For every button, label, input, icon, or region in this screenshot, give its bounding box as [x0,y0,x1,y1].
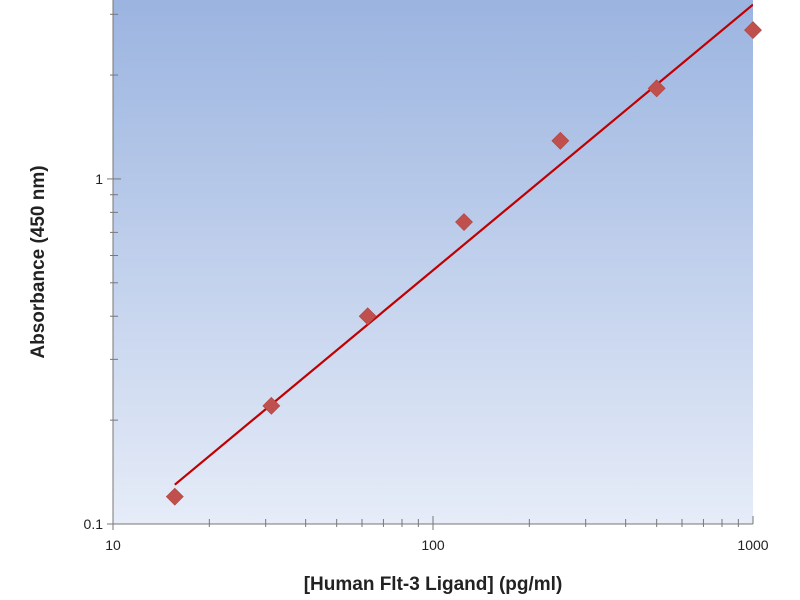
data-point [744,21,762,39]
data-point [647,79,666,98]
plot-area [113,0,753,524]
data-point [262,396,281,415]
y-axis-title: Absorbance (450 nm) [28,165,49,358]
x-tick-label: 100 [421,537,445,553]
x-tick-label: 1000 [737,537,768,553]
y-tick-label: 1 [95,171,103,187]
x-axis-title: [Human Flt-3 Ligand] (pg/ml) [304,574,563,595]
x-tick-label: 10 [105,537,121,553]
data-point [455,213,473,231]
data-point [551,131,570,150]
y-tick-label: 0.1 [84,516,104,532]
data-point [358,307,377,326]
data-point [165,487,184,506]
